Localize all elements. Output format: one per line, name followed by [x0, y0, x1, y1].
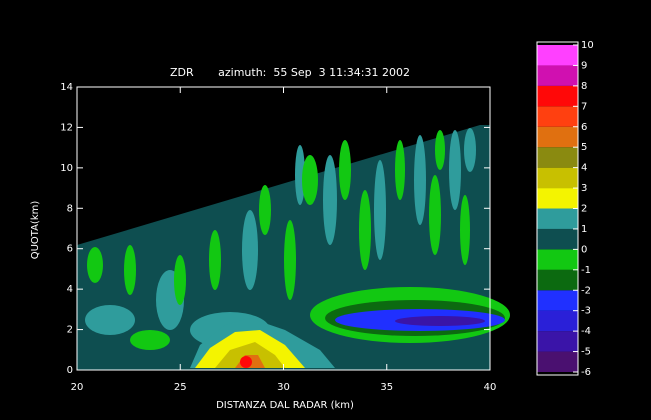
colorbar-band [537, 147, 578, 168]
colorbar-band [537, 188, 578, 209]
field [77, 125, 510, 370]
x-tick-label: 20 [71, 382, 84, 393]
colorbar-band [537, 126, 578, 148]
colorbar-band [537, 249, 578, 270]
y-tick-label: 12 [60, 122, 73, 133]
colorbar-tick-label: 7 [581, 101, 587, 112]
colorbar-tick-label: -5 [581, 347, 591, 358]
colorbar-tick-label: 2 [581, 204, 587, 215]
colorbar-band [537, 45, 578, 66]
colorbar-band [537, 167, 578, 189]
colorbar-tick-label: 1 [581, 224, 587, 235]
y-tick-label: 6 [67, 244, 73, 255]
colorbar-band [537, 351, 578, 372]
x-tick-label: 40 [484, 382, 497, 393]
colorbar-tick-label: -2 [581, 285, 591, 296]
colorbar-band [537, 65, 578, 86]
colorbar-band [537, 269, 578, 291]
colorbar-band [537, 85, 578, 107]
colorbar-tick-label: 5 [581, 142, 587, 153]
colorbar-band [537, 106, 578, 127]
colorbar-band [537, 290, 578, 311]
colorbar-band [537, 208, 578, 229]
colorbar-tick-label: -3 [581, 306, 591, 317]
chart-title: ZDR azimuth: 55 Sep 3 11:34:31 2002 [170, 66, 410, 79]
colorbar-tick-label: 8 [581, 81, 587, 92]
colorbar-tick-label: 3 [581, 183, 587, 194]
colorbar-tick-label: 10 [581, 40, 594, 51]
y-tick-label: 4 [67, 284, 73, 295]
colorbar-tick-label: -4 [581, 326, 591, 337]
y-tick-label: 14 [60, 82, 73, 93]
y-tick-label: 0 [67, 365, 73, 376]
y-axis-label: QUOTA(km) [30, 201, 41, 260]
y-tick-label: 10 [60, 163, 73, 174]
colorbar-tick-label: -6 [581, 367, 591, 378]
x-tick-label: 30 [277, 382, 290, 393]
colorbar-band [537, 228, 578, 250]
colorbar-tick-label: 0 [581, 244, 587, 255]
y-tick-label: 8 [67, 203, 73, 214]
x-axis-label: DISTANZA DAL RADAR (km) [216, 400, 354, 411]
colorbar-tick-label: 4 [581, 163, 587, 174]
y-tick-label: 2 [67, 325, 73, 336]
colorbar-tick-label: -1 [581, 265, 591, 276]
colorbar-tick-label: 9 [581, 60, 587, 71]
colorbar-band [537, 310, 578, 332]
colorbar-band [537, 331, 578, 352]
x-tick-label: 25 [174, 382, 187, 393]
colorbar-tick-label: 6 [581, 122, 587, 133]
x-tick-label: 35 [380, 382, 393, 393]
